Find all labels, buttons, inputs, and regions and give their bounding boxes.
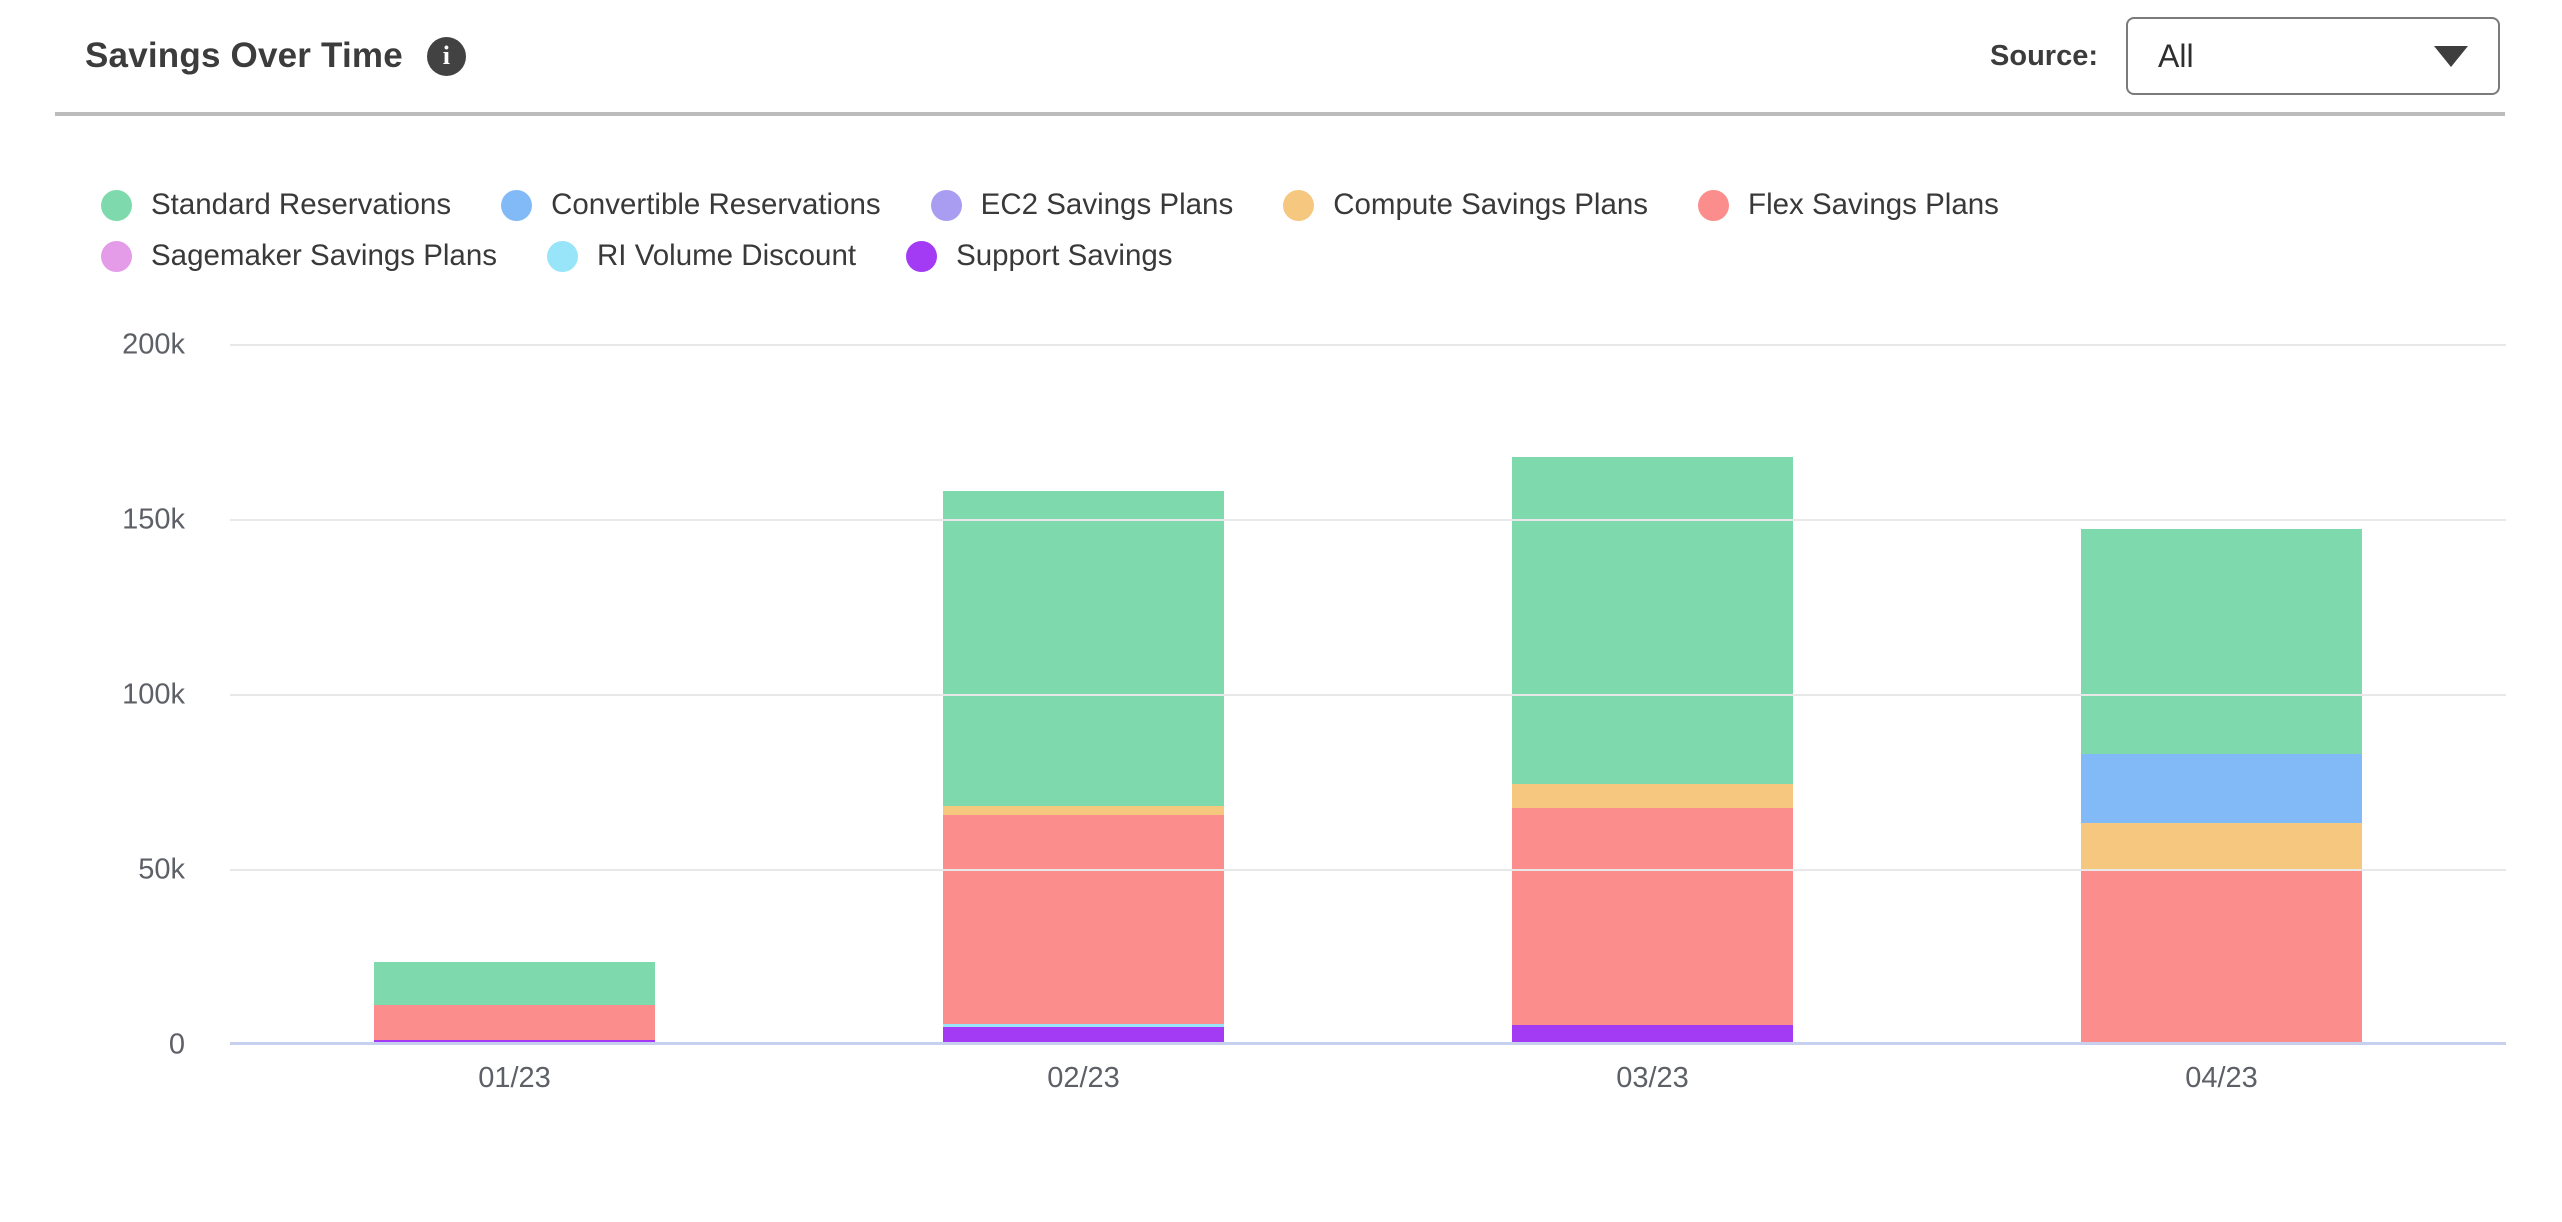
bar-segment: [943, 1024, 1224, 1027]
source-filter-group: Source: All: [1990, 17, 2500, 95]
legend-dot-icon: [547, 240, 578, 272]
legend-item[interactable]: EC2 Savings Plans: [930, 188, 1234, 222]
source-dropdown[interactable]: All: [2126, 17, 2500, 95]
bar-segment: [2081, 869, 2362, 1043]
legend-dot-icon: [1283, 189, 1315, 221]
x-tick-label: 02/23: [1047, 1062, 1120, 1094]
page-title: Savings Over Time: [85, 36, 403, 75]
legend-dot-icon: [1698, 189, 1730, 221]
bar-segment: [2081, 754, 2362, 823]
legend-item[interactable]: Standard Reservations: [101, 188, 451, 222]
y-tick-label: 100k: [122, 678, 185, 711]
stacked-bar-01/23: [374, 962, 655, 1043]
legend-dot-icon: [101, 240, 132, 272]
bar-segment: [1512, 456, 1793, 785]
x-tick-label: 03/23: [1616, 1062, 1689, 1094]
bar-segment: [1512, 807, 1793, 1025]
legend-item[interactable]: Sagemaker Savings Plans: [101, 239, 497, 273]
legend-item-label: Support Savings: [956, 239, 1173, 272]
y-tick-label: 200k: [122, 328, 185, 361]
stacked-bar-04/23: [2081, 528, 2362, 1043]
y-tick-label: 50k: [138, 853, 185, 886]
legend-item-label: Compute Savings Plans: [1333, 188, 1649, 221]
bars-container: [230, 345, 2506, 1043]
plot-area: 01/23 02/23 03/23 04/23 0 50k 100k 150k 200k: [122, 329, 2506, 1094]
gridline: [230, 344, 2506, 346]
bar-slot: [1368, 345, 1937, 1043]
legend-item-label: EC2 Savings Plans: [980, 188, 1234, 221]
bar-segment: [1512, 1024, 1793, 1043]
chart-legend: Standard Reservations Convertible Reserva…: [101, 188, 2271, 273]
gridline: [230, 869, 2506, 871]
y-tick-label: 150k: [122, 503, 185, 536]
gridline: [230, 694, 2506, 696]
bar-segment: [943, 491, 1224, 807]
bar-slot: [230, 345, 799, 1043]
bar-segment: [943, 1026, 1224, 1043]
legend-item-label: RI Volume Discount: [597, 239, 857, 272]
legend-item-label: Standard Reservations: [151, 188, 452, 221]
gridline: [230, 519, 2506, 521]
legend-item[interactable]: RI Volume Discount: [547, 239, 856, 273]
legend-item-label: Sagemaker Savings Plans: [151, 239, 497, 272]
legend-dot-icon: [930, 189, 962, 221]
bar-segment: [943, 815, 1224, 1025]
legend-item[interactable]: Compute Savings Plans: [1283, 188, 1648, 222]
bar-segment: [2081, 822, 2362, 870]
source-label: Source:: [1990, 39, 2098, 72]
stacked-bar-03/23: [1512, 456, 1793, 1043]
legend-item[interactable]: Flex Savings Plans: [1698, 188, 1999, 222]
legend-dot-icon: [906, 240, 938, 272]
y-tick-label: 0: [168, 1028, 185, 1061]
title-group: Savings Over Time i: [85, 36, 466, 76]
x-tick-label: 04/23: [2185, 1062, 2258, 1094]
header-divider: [55, 112, 2505, 116]
stacked-bar-02/23: [943, 491, 1224, 1043]
legend-item[interactable]: Convertible Reservations: [501, 188, 881, 222]
bar-segment: [374, 1040, 655, 1043]
legend-item[interactable]: Support Savings: [906, 239, 1173, 273]
bar-segment: [2081, 528, 2362, 755]
widget-header: Savings Over Time i Source: All: [0, 0, 2562, 112]
legend-item-label: Flex Savings Plans: [1748, 188, 1999, 221]
legend-dot-icon: [101, 189, 132, 221]
x-axis-labels: 01/23 02/23 03/23 04/23: [230, 1062, 2506, 1095]
bar-segment: [943, 806, 1224, 816]
source-dropdown-value: All: [2158, 37, 2194, 74]
info-icon[interactable]: i: [426, 36, 466, 76]
bar-segment: [1512, 784, 1793, 808]
bar-segment: [374, 962, 655, 1005]
legend-item-label: Convertible Reservations: [551, 188, 881, 221]
x-tick-label: 01/23: [478, 1062, 551, 1094]
x-axis-line: [230, 1042, 2506, 1045]
bar-slot: [1937, 345, 2506, 1043]
bar-segment: [374, 1004, 655, 1041]
chevron-down-icon: [2434, 45, 2468, 67]
legend-dot-icon: [501, 189, 533, 221]
bar-slot: [799, 345, 1368, 1043]
